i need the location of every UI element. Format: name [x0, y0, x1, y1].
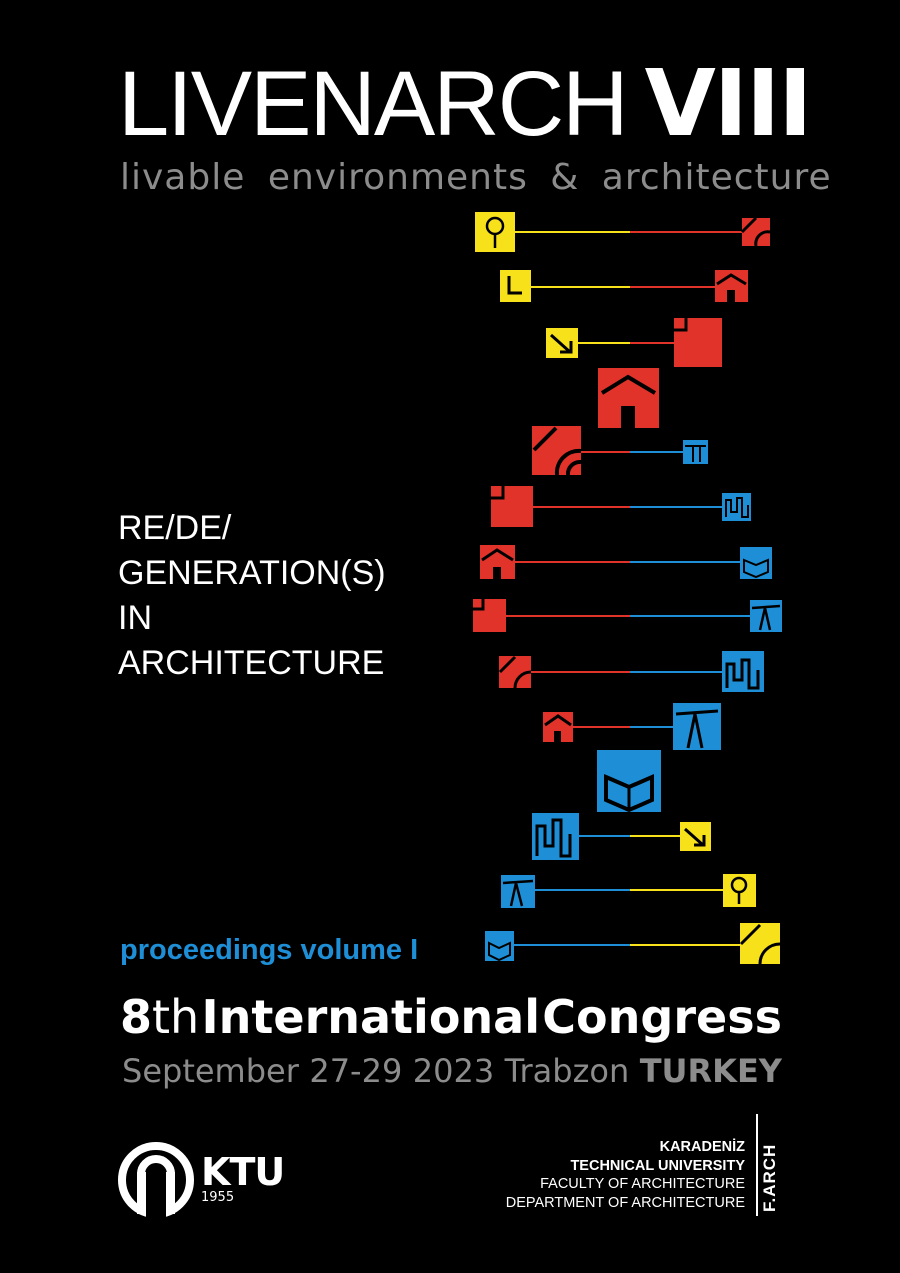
date-year: 2023: [412, 1052, 495, 1090]
helix-row-5: [532, 426, 708, 476]
crane-icon-large: [673, 703, 721, 750]
curve-roof-icon: [739, 923, 781, 965]
institution-line: FACULTY OF ARCHITECTURE: [540, 1176, 745, 1192]
helix-row-1: [475, 212, 771, 252]
theme-line: IN: [118, 599, 152, 637]
ktu-logo-icon: [118, 1142, 194, 1218]
helix-row-7: [480, 545, 772, 579]
city-skyline-icon-large: [532, 813, 579, 860]
tree-icon: [475, 212, 515, 252]
date-country: TURKEY: [639, 1052, 782, 1090]
arrow-icon: [546, 328, 578, 358]
institution-line: DEPARTMENT OF ARCHITECTURE: [505, 1194, 745, 1211]
title-roman-numeral: VIII: [644, 50, 813, 157]
house-icon: [480, 545, 515, 579]
pillar-icon: [500, 270, 531, 302]
congress-suffix: th: [152, 990, 200, 1044]
congress-number: 8: [120, 990, 153, 1044]
congress-theme: RE/DE/ GENERATION(S) IN ARCHITECTURE: [118, 506, 386, 686]
congress-heading: 8th International Congress: [120, 990, 782, 1044]
corner-square-icon: [473, 599, 506, 632]
helix-row-2: [500, 270, 748, 302]
farch-label: F.ARCH: [760, 1143, 779, 1212]
theme-line: RE/DE/: [118, 509, 232, 547]
house-icon: [543, 712, 573, 742]
helix-row-13: [501, 874, 756, 908]
city-skyline-icon: [722, 493, 751, 521]
book-icon: [485, 931, 514, 962]
helix-row-11: [597, 750, 661, 813]
curve-roof-icon-large: [532, 426, 582, 476]
congress-title: LIVENARCH VIII: [118, 58, 812, 151]
crane-icon: [501, 875, 535, 908]
date-city: Trabzon: [504, 1052, 630, 1090]
curve-roof-icon: [498, 655, 532, 689]
title-livenarch: LIVENARCH: [118, 53, 629, 155]
crane-icon: [750, 600, 782, 632]
helix-row-6: [491, 486, 751, 527]
helix-row-3: [546, 318, 722, 367]
helix-row-12: [532, 813, 711, 860]
date-month: September: [122, 1052, 299, 1090]
theme-line: GENERATION(S): [118, 554, 386, 592]
congress-ordinal: 8th: [120, 990, 199, 1044]
helix-row-10: [543, 703, 721, 750]
arrow-icon: [680, 822, 711, 851]
city-skyline-icon: [722, 651, 764, 692]
corner-square-icon: [491, 486, 533, 527]
corner-square-icon: [674, 318, 722, 367]
institution-divider: [756, 1114, 758, 1216]
congress-word-congress: Congress: [542, 990, 782, 1044]
proceedings-label: proceedings volume I: [120, 934, 419, 966]
house-icon: [715, 270, 748, 302]
helix-row-14: [485, 923, 781, 965]
date-days: 27-29: [309, 1052, 403, 1090]
congress-subtitle: livable environments & architecture: [120, 157, 832, 198]
institution-block: KARADENİZ TECHNICAL UNIVERSITY FACULTY O…: [506, 1138, 745, 1212]
helix-row-4: [598, 368, 659, 428]
house-icon-large: [598, 368, 659, 428]
ktu-founding-year: 1955: [201, 1190, 235, 1205]
helix-row-9: [498, 651, 764, 692]
book-icon: [740, 547, 772, 579]
crane-icon: [683, 440, 708, 464]
curve-roof-icon: [740, 216, 771, 247]
theme-line: ARCHITECTURE: [118, 644, 385, 682]
institution-line: KARADENİZ: [659, 1139, 745, 1155]
institution-line: TECHNICAL UNIVERSITY: [570, 1157, 745, 1174]
congress-word-international: International: [201, 990, 540, 1044]
tree-icon: [723, 874, 756, 907]
helix-row-8: [473, 599, 782, 632]
ktu-abbreviation: KTU: [201, 1150, 285, 1194]
book-icon-large: [597, 750, 661, 813]
congress-dates: September 27-29 2023 Trabzon TURKEY: [122, 1052, 782, 1090]
